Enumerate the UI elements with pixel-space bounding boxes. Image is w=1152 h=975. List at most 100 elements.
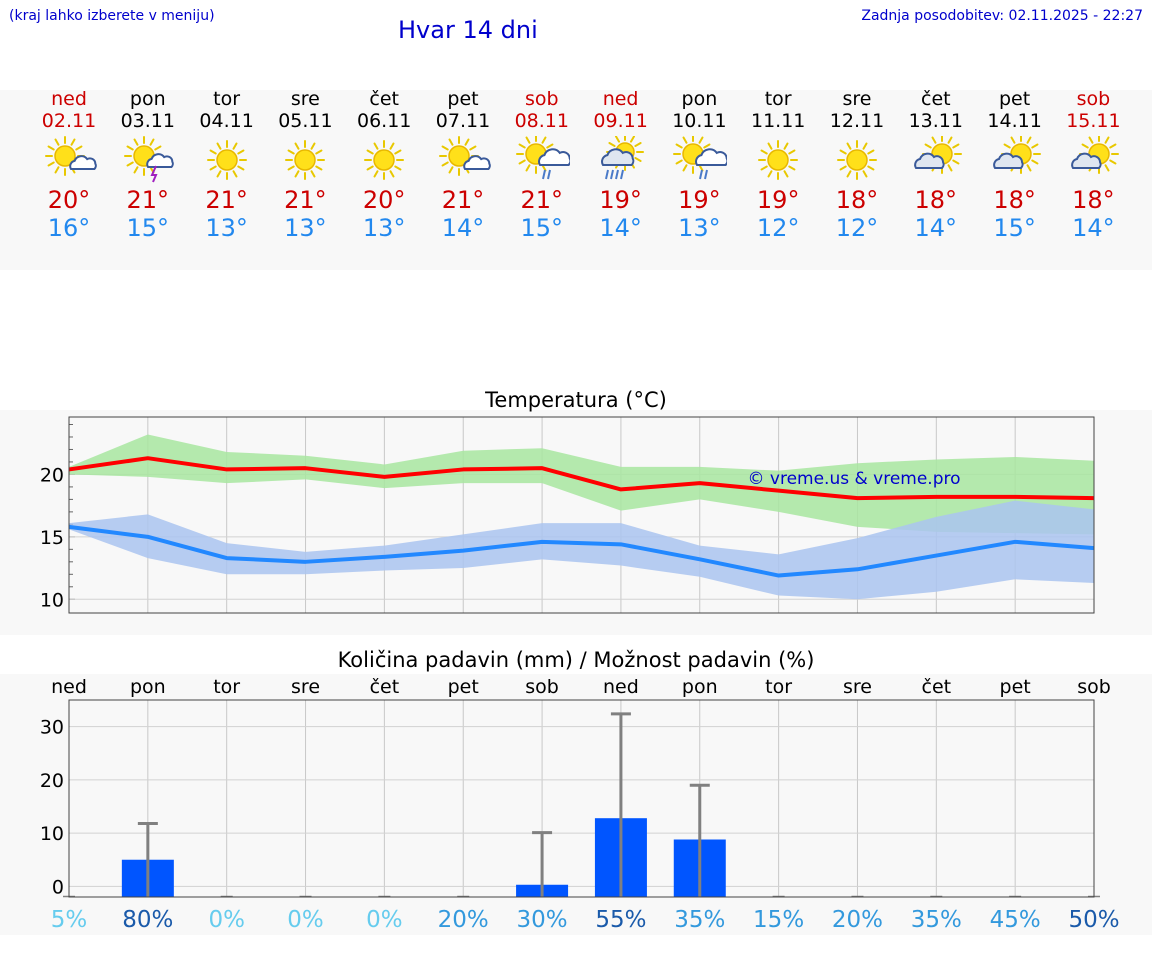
day-name: tor bbox=[764, 88, 792, 110]
sun-ray bbox=[236, 165, 245, 171]
sun-ray bbox=[546, 143, 554, 149]
sun-ray bbox=[924, 143, 932, 149]
sun-cloud-icon bbox=[439, 136, 491, 176]
sun-disc bbox=[448, 145, 470, 167]
day-date: 06.11 bbox=[356, 110, 412, 132]
day-name: čet bbox=[921, 88, 951, 110]
sun-ray bbox=[783, 142, 789, 150]
sun-ray bbox=[294, 170, 300, 178]
forecast-day: čet 06.11 20° 13° bbox=[345, 88, 424, 242]
sun-ray bbox=[394, 165, 402, 171]
cloud-sun-icon bbox=[913, 136, 962, 174]
day-name: pon bbox=[129, 88, 166, 110]
sun-ray bbox=[839, 165, 847, 171]
sun-ray bbox=[1026, 136, 1032, 144]
sun-ray bbox=[70, 138, 76, 146]
day-date: 04.11 bbox=[199, 110, 254, 132]
sun-ray bbox=[75, 145, 83, 151]
sun-ray bbox=[54, 166, 60, 174]
sun-ray bbox=[394, 149, 402, 155]
forecast-day: tor 11.11 19° 12° bbox=[739, 88, 818, 242]
forecast-day: ned 02.11 20° 16° bbox=[30, 88, 109, 242]
sun-ray bbox=[47, 145, 55, 151]
sun-cloud-rain-icon bbox=[515, 136, 570, 180]
sun-ray bbox=[675, 143, 684, 149]
day-name: pon bbox=[681, 88, 718, 110]
day-date: 15.11 bbox=[1066, 110, 1121, 132]
min-temperature: 15° bbox=[126, 214, 170, 242]
sun-ray bbox=[287, 149, 296, 155]
sun-disc bbox=[767, 149, 789, 171]
day-date: 11.11 bbox=[750, 110, 806, 132]
sun-ray bbox=[441, 161, 449, 167]
forecast-day: tor 04.11 21° 13° bbox=[187, 88, 266, 242]
forecast-strip bbox=[0, 90, 1152, 270]
day-name: sre bbox=[842, 88, 872, 110]
forecast-day: pon 03.11 21° 15° bbox=[108, 88, 187, 242]
sun-ray bbox=[1010, 136, 1016, 144]
max-temperature: 20° bbox=[362, 186, 406, 214]
day-name: tor bbox=[213, 88, 241, 110]
sun-ray bbox=[232, 170, 238, 178]
sun-ray bbox=[675, 159, 684, 165]
weather-icon bbox=[600, 136, 644, 180]
weather-icon bbox=[992, 136, 1041, 174]
weather-icon bbox=[1071, 136, 1120, 174]
day-date: 03.11 bbox=[120, 110, 175, 132]
cloud-heavy-rain-icon bbox=[600, 136, 644, 180]
max-temperature: 18° bbox=[914, 186, 958, 214]
weather-icon bbox=[913, 136, 962, 174]
temperature-chart-title: Temperatura (°C) bbox=[485, 388, 667, 412]
sun-ray bbox=[952, 159, 960, 165]
sun-ray bbox=[448, 138, 454, 146]
sun-ray bbox=[682, 136, 688, 144]
rain-drop bbox=[604, 169, 609, 180]
sun-ray bbox=[867, 165, 875, 171]
cloud-sun-icon bbox=[992, 136, 1041, 174]
max-temperature: 19° bbox=[678, 186, 721, 214]
min-temperature: 13° bbox=[284, 214, 327, 242]
sun-ray bbox=[867, 149, 875, 155]
day-date: 07.11 bbox=[435, 110, 491, 132]
max-temperature: 18° bbox=[1072, 186, 1115, 214]
sun-ray bbox=[294, 142, 300, 150]
sun-ray bbox=[525, 164, 531, 172]
forecast-day: ned 09.11 19° 14° bbox=[581, 88, 660, 242]
sun-ray bbox=[448, 166, 454, 174]
day-name: sob bbox=[1076, 88, 1111, 110]
weather-icon bbox=[364, 140, 405, 180]
sun-ray bbox=[947, 164, 953, 172]
sun-ray bbox=[149, 138, 155, 146]
weather-icon bbox=[45, 136, 97, 176]
cloud-shape bbox=[537, 148, 570, 166]
day-name: pet bbox=[998, 88, 1031, 110]
day-name: ned bbox=[51, 88, 87, 110]
sun-icon bbox=[285, 140, 326, 180]
day-date: 05.11 bbox=[278, 110, 333, 132]
rain-drop bbox=[546, 169, 551, 180]
day-date: 02.11 bbox=[41, 110, 97, 132]
sun-icon bbox=[758, 140, 799, 180]
forecast-day: sob 15.11 18° 14° bbox=[1054, 88, 1133, 242]
sun-ray bbox=[373, 142, 379, 150]
sun-ray bbox=[760, 165, 768, 171]
min-temperature: 13° bbox=[205, 214, 248, 242]
cloud-shape bbox=[992, 152, 1024, 169]
sun-ray bbox=[518, 143, 526, 149]
sun-ray bbox=[1081, 143, 1090, 149]
forecast-day: pet 07.11 21° 14° bbox=[424, 88, 503, 242]
forecast-day: pet 14.11 18° 15° bbox=[975, 88, 1054, 242]
max-temperature: 18° bbox=[993, 186, 1036, 214]
sun-ray bbox=[947, 136, 953, 144]
sun-ray bbox=[931, 136, 937, 144]
sun-ray bbox=[629, 136, 635, 143]
location-note[interactable]: (kraj lahko izberete v meniju) bbox=[9, 8, 215, 24]
sun-ray bbox=[1030, 159, 1039, 165]
min-temperature: 14° bbox=[914, 214, 958, 242]
sun-ray bbox=[703, 143, 711, 149]
sun-ray bbox=[366, 165, 374, 171]
sun-ray bbox=[698, 136, 704, 144]
sun-ray bbox=[788, 165, 796, 171]
sun-ray bbox=[952, 143, 960, 149]
min-temperature: 12° bbox=[756, 214, 800, 242]
